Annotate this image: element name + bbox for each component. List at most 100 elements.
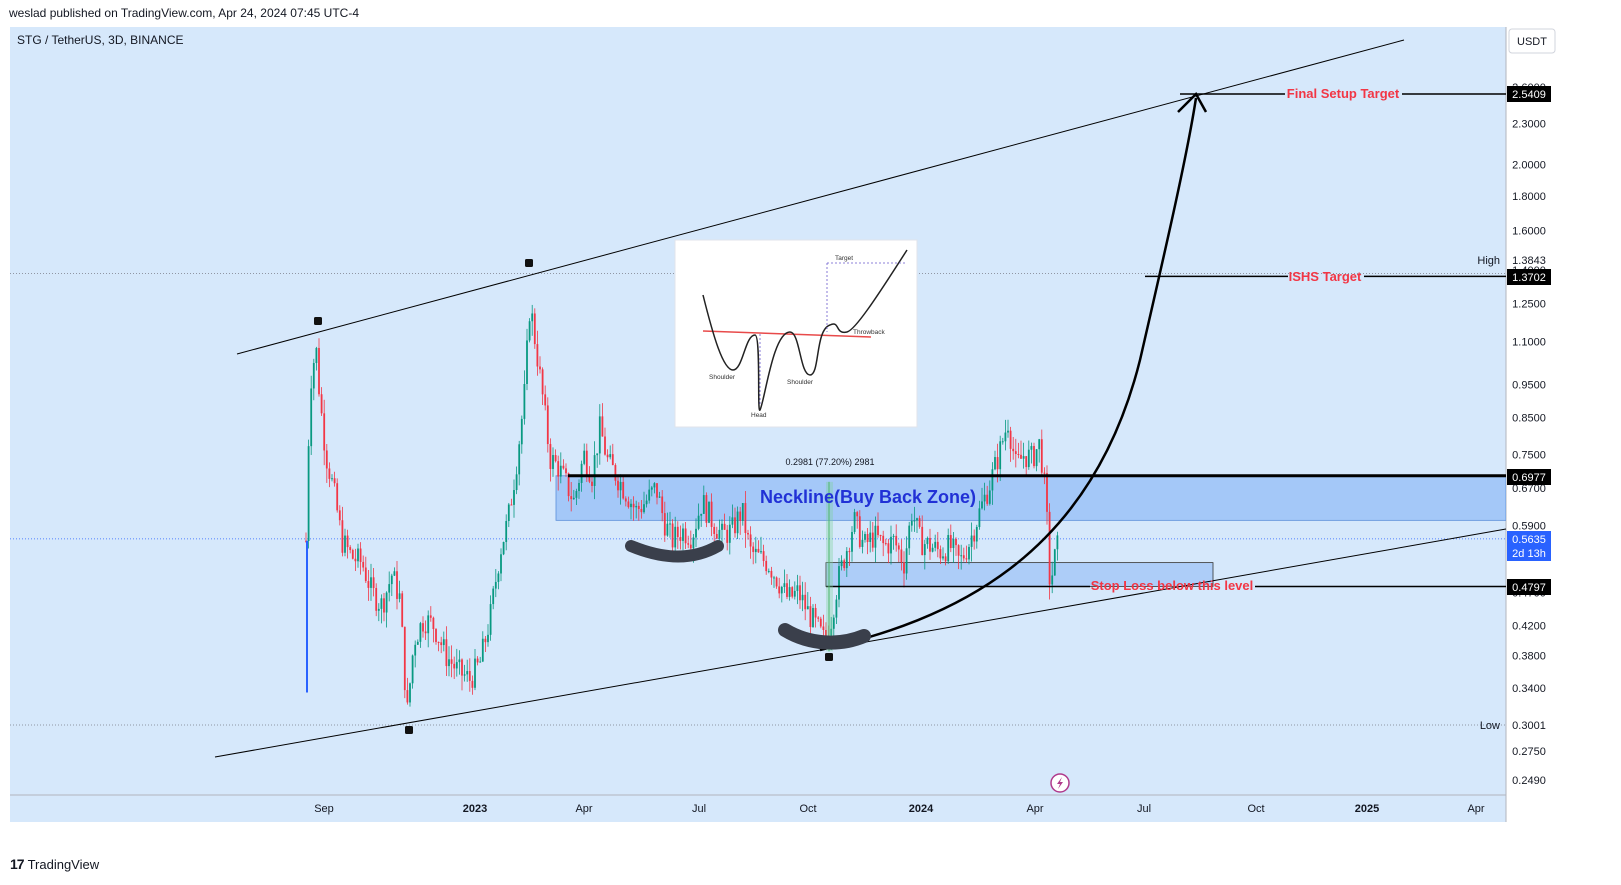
candle-body (1040, 439, 1043, 473)
ishs-target-badge: 1.3702 (1507, 269, 1551, 285)
x-tick-label: 2023 (463, 803, 487, 815)
candle-body (435, 629, 437, 642)
candle-body (983, 494, 986, 502)
svg-text:0.4797: 0.4797 (1512, 582, 1546, 594)
currency-box[interactable] (1508, 28, 1556, 54)
candle-body (611, 454, 614, 466)
x-tick-label: 2025 (1355, 803, 1379, 815)
candle-body (520, 418, 523, 445)
svg-text:2d 13h: 2d 13h (1512, 548, 1546, 560)
candle-body (1020, 454, 1022, 459)
final-target-badge: 2.5409 (1507, 86, 1551, 102)
candle-body (461, 659, 463, 676)
candle-body (565, 468, 567, 474)
candle-body (541, 369, 544, 395)
candle-body (398, 593, 401, 599)
candle-body (830, 628, 833, 641)
current-price-badge: 0.5635 2d 13h (1507, 531, 1551, 561)
candle-body (981, 501, 983, 509)
candle-body (1009, 430, 1012, 449)
candle-body (762, 551, 765, 561)
candle-body (780, 586, 783, 594)
candle-body (921, 526, 924, 556)
svg-text:0.5635: 0.5635 (1512, 534, 1546, 546)
candle-body (856, 512, 859, 517)
candle-body (825, 630, 827, 637)
candle-body (544, 394, 547, 406)
candle-body (497, 573, 500, 582)
y-tick-label: 0.6700 (1512, 483, 1546, 495)
symbol-label: STG / TetherUS, 3D, BINANCE (17, 33, 184, 47)
candle-body (596, 453, 599, 456)
candle-body (583, 450, 586, 464)
candle-body (923, 544, 926, 556)
candle-body (975, 527, 978, 542)
candle-body (661, 496, 664, 514)
candle-body (866, 534, 869, 542)
candle-body (796, 585, 799, 591)
stop-loss-label: Stop Loss below this level (1091, 578, 1254, 593)
tradingview-footer: 17 TradingView (10, 856, 99, 872)
candle-body (900, 549, 903, 563)
candle-body (440, 642, 443, 646)
candle-body (671, 523, 674, 548)
candle-body (929, 537, 931, 552)
candle-body (312, 362, 315, 389)
candle-body (773, 577, 775, 579)
candle-body (396, 571, 398, 599)
candle-body (546, 405, 549, 445)
candle-body (791, 587, 794, 597)
candle-body (624, 498, 627, 502)
candle-body (333, 478, 336, 484)
candle-body (799, 585, 801, 601)
candle-body (463, 674, 466, 676)
x-tick-label: Jul (692, 803, 706, 815)
candle-body (877, 525, 879, 536)
candle-body (390, 575, 393, 585)
candle-body (500, 554, 502, 574)
candle-body (393, 571, 396, 576)
candle-body (962, 555, 965, 559)
candle-body (869, 532, 872, 542)
candle-body (518, 444, 521, 475)
candle-body (588, 475, 591, 482)
candle-body (419, 623, 422, 642)
x-tick-label: Apr (575, 803, 592, 815)
x-tick-label: Jul (1137, 803, 1151, 815)
candle-body (952, 538, 955, 549)
candle-body (578, 482, 580, 492)
candle-body (970, 535, 973, 547)
candle-body (315, 347, 318, 363)
candle-body (965, 558, 968, 560)
candle-body (809, 606, 812, 628)
candle-body (926, 537, 929, 545)
candle-body (645, 500, 648, 505)
candle-body (718, 529, 721, 539)
candle-body (908, 525, 911, 549)
candle-body (991, 469, 994, 491)
lightning-icon[interactable] (1050, 773, 1070, 793)
candle-body (437, 641, 440, 643)
candle-body (1017, 454, 1020, 456)
x-tick-label: Apr (1026, 803, 1043, 815)
candle-body (364, 567, 367, 582)
price-axis-background[interactable] (1506, 27, 1558, 822)
candle-body (942, 556, 944, 559)
candle-body (341, 520, 344, 553)
candle-body (1007, 430, 1009, 433)
candle-body (1022, 456, 1025, 459)
candle-body (874, 525, 877, 548)
candle-body (307, 446, 310, 541)
candle-body (739, 511, 742, 521)
candle-body (697, 515, 700, 529)
candle-body (944, 556, 947, 562)
candle-body (1051, 575, 1054, 585)
candle-body (754, 548, 757, 553)
currency-label[interactable]: USDT (1517, 36, 1547, 48)
candle-body (572, 497, 575, 500)
candle-body (401, 593, 404, 627)
candle-body (406, 690, 409, 703)
projection-curve (819, 97, 1198, 652)
candle-body (892, 535, 895, 537)
